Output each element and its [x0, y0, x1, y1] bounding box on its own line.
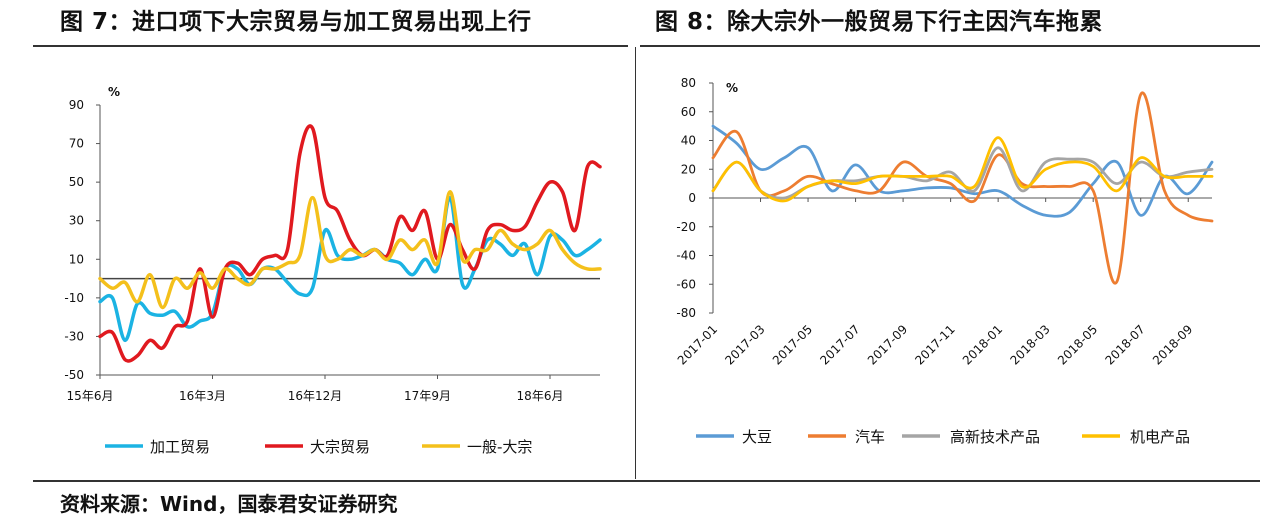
c2-legend-label: 高新技术产品: [950, 428, 1040, 446]
chart-title-left: 图 7：进口项下大宗贸易与加工贸易出现上行: [60, 9, 532, 35]
c2-x-tick-label: 2017-09: [865, 322, 910, 367]
c1-x-tick-label: 16年12月: [288, 389, 343, 403]
bottom-rule: [33, 480, 1260, 482]
c2-y-tick-label: 20: [681, 162, 696, 176]
c1-series-一般-大宗: [98, 190, 602, 310]
c1-y-tick-label: 50: [69, 175, 84, 189]
c2-x-tick-label: 2018-09: [1150, 322, 1195, 367]
c1-x-tick-label: 16年3月: [179, 389, 226, 403]
c1-series-大宗贸易: [98, 124, 602, 363]
source-note: 资料来源：Wind，国泰君安证券研究: [60, 492, 398, 516]
c1-y-unit-label: %: [108, 85, 120, 99]
c2-x-tick-label: 2017-03: [722, 322, 767, 367]
c2-x-tick-label: 2017-11: [912, 322, 957, 367]
c1-y-tick-label: -50: [64, 368, 84, 382]
c2-y-tick-label: 80: [681, 76, 696, 90]
c2-y-tick-label: -20: [676, 220, 696, 234]
c2-y-tick-label: 60: [681, 105, 696, 119]
c2-y-unit-label: %: [726, 81, 738, 95]
c2-y-tick-label: 0: [688, 191, 696, 205]
c2-series-大豆: [711, 124, 1214, 218]
c1-y-tick-label: -10: [64, 291, 84, 305]
c2-x-tick-label: 2017-01: [675, 322, 720, 367]
c1-x-tick-label: 15年6月: [67, 389, 114, 403]
c2-y-tick-label: -40: [676, 249, 696, 263]
c2-legend-label: 大豆: [742, 428, 772, 446]
c1-y-tick-label: 70: [69, 137, 84, 151]
c1-y-tick-label: 10: [69, 252, 84, 266]
c1-legend-label: 一般-大宗: [467, 438, 532, 456]
c2-y-tick-label: -60: [676, 277, 696, 291]
c2-y-tick-label: -80: [676, 306, 696, 320]
top-rule-right: [640, 45, 1260, 47]
c1-legend-label: 大宗贸易: [310, 438, 370, 456]
c2-x-tick-label: 2017-05: [770, 322, 815, 367]
c1-y-tick-label: 90: [69, 98, 84, 112]
c2-x-tick-label: 2018-05: [1055, 322, 1100, 367]
c2-legend-label: 汽车: [855, 428, 885, 446]
c2-y-tick-label: 40: [681, 134, 696, 148]
c1-legend-label: 加工贸易: [150, 438, 210, 456]
c2-legend-label: 机电产品: [1130, 428, 1190, 446]
c2-x-tick-label: 2018-01: [960, 322, 1005, 367]
chart-title-right: 图 8：除大宗外一般贸易下行主因汽车拖累: [655, 9, 1104, 35]
c2-x-tick-label: 2018-07: [1102, 322, 1147, 367]
c1-x-tick-label: 18年6月: [517, 389, 564, 403]
c1-y-tick-label: 30: [69, 214, 84, 228]
c1-x-tick-label: 17年9月: [404, 389, 451, 403]
top-rule-left: [33, 45, 628, 47]
c1-series-加工贸易: [98, 195, 602, 343]
c1-y-tick-label: -30: [64, 329, 84, 343]
c2-series-汽车: [711, 91, 1214, 285]
panel-divider: [635, 47, 636, 479]
c2-series-机电产品: [711, 136, 1214, 203]
c2-x-tick-label: 2018-03: [1007, 322, 1052, 367]
c2-x-tick-label: 2017-07: [817, 322, 862, 367]
